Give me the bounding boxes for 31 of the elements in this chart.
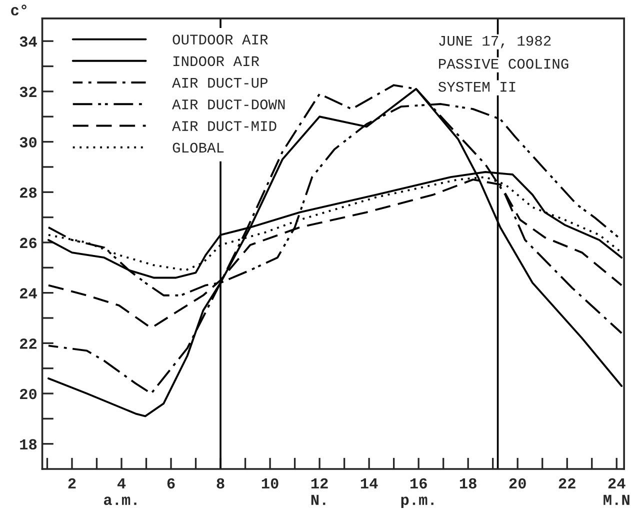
annotation: JUNE 17, 1982 <box>439 36 551 48</box>
x-tick-label: 8 <box>216 478 224 489</box>
x-tick-label: 16 p.m. <box>401 478 434 508</box>
annotation: PASSIVE COOLING <box>439 58 568 69</box>
y-tick-label: 30 <box>20 137 37 148</box>
x-tick-label: 2 <box>68 478 76 488</box>
x-tick-label: 6 <box>167 478 175 489</box>
y-tick-label: 24 <box>20 288 37 298</box>
legend-label: INDOOR AIR <box>173 56 260 66</box>
y-axis-title: c° <box>11 4 26 16</box>
x-tick-label: 10 <box>262 478 278 489</box>
y-tick-label: 28 <box>20 187 37 198</box>
x-tick-label: 4 a.m. <box>104 478 136 506</box>
legend-label: AIR DUCT-MID <box>172 121 276 131</box>
y-tick-label: 32 <box>20 86 37 98</box>
legend-label: AIR DUCT-DOWN <box>172 99 285 110</box>
y-tick-label: 34 <box>20 36 37 47</box>
y-tick-label: 26 <box>20 238 37 248</box>
y-tick-label: 20 <box>20 388 37 400</box>
legend-label: GLOBAL <box>172 142 224 153</box>
x-tick-label: 22 <box>558 478 576 488</box>
y-tick-label: 22 <box>20 338 37 349</box>
x-tick-label: 24 M.N <box>604 478 630 505</box>
x-tick-label: 20 <box>509 478 526 489</box>
legend-label: OUTDOOR AIR <box>172 34 268 45</box>
legend-label: AIR DUCT-UP <box>172 78 268 88</box>
x-tick-label: 12 N. <box>311 478 328 505</box>
x-tick-label: 18 <box>460 478 476 489</box>
x-tick-label: 14 <box>360 478 378 488</box>
annotation: SYSTEM II <box>438 82 516 92</box>
y-tick-label: 18 <box>20 439 37 450</box>
